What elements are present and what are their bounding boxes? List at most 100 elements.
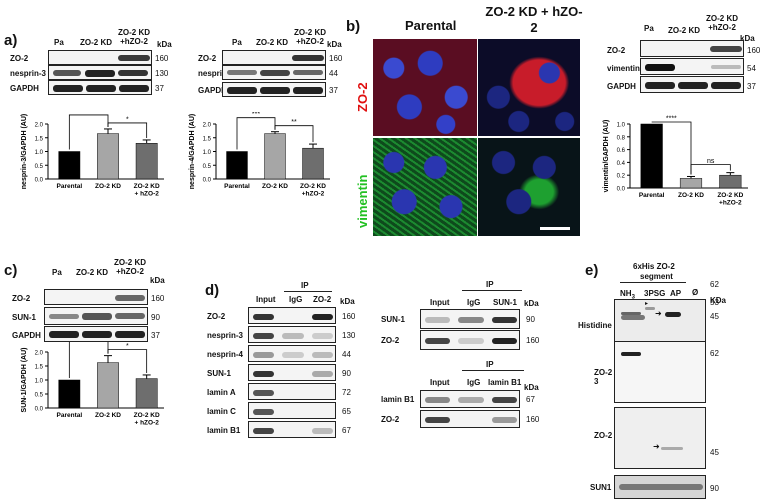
mw-label: 65 — [342, 407, 351, 416]
significance-bracket — [68, 114, 109, 150]
significance-label: * — [126, 116, 129, 123]
x-tick-label: ZO-2 KD — [262, 183, 288, 190]
lane-label: Pa — [52, 268, 62, 277]
lane-label: ZO-2 KD — [80, 38, 112, 47]
image-rescue-vimentin — [478, 138, 580, 236]
blot-strip — [44, 289, 148, 305]
mw-label: 130 — [342, 331, 356, 340]
mw-label: 160 — [151, 294, 165, 303]
mw-label: 67 — [526, 395, 535, 404]
x-tick-label: ZO-2 KD + hZO-2 — [134, 412, 160, 427]
x-tick-label: ZO-2 KD — [95, 412, 121, 419]
bar — [302, 147, 324, 180]
blot-strip — [44, 307, 148, 325]
mw-label: 160 — [155, 54, 169, 63]
scale-bar — [540, 227, 570, 230]
lane-label: Pa — [232, 38, 242, 47]
blot-strip — [420, 309, 520, 329]
image-parental-vimentin — [373, 138, 477, 236]
x-tick-label: Parental — [57, 412, 83, 419]
y-tick-label: 1.5 — [35, 136, 44, 142]
panel-label-e: e) — [585, 262, 599, 279]
kda-label: kDa — [327, 40, 342, 49]
bar — [135, 143, 158, 180]
significance-bracket — [236, 117, 276, 150]
row-label: vimentin — [607, 64, 640, 73]
row-title-vimentin: vimentin — [355, 174, 370, 228]
y-tick-label: 2.0 — [35, 123, 44, 129]
marker-label: 45 — [710, 312, 719, 321]
row-label: lamin C — [207, 407, 236, 416]
bar-chart-sun1: 0.0 0.5 1.0 1.5 2.0 SUN-1/GAPDH (AU) Parental Z… — [21, 338, 164, 427]
ip-line — [284, 291, 332, 292]
y-tick-label: 2.0 — [35, 351, 44, 357]
lane-label: Pa — [54, 38, 64, 47]
y-axis-label: nesprin-4/GAPDH (AU) — [189, 114, 196, 189]
row-label: ZO-2 NH — [594, 368, 626, 377]
significance-bracket — [107, 122, 148, 138]
arrowhead-icon: ▸ — [645, 301, 649, 307]
kda-label: kDa — [340, 297, 355, 306]
blot-strip — [222, 50, 326, 65]
blot-zo2-cterm: ➜ — [614, 407, 706, 469]
y-tick-label: 0.0 — [617, 187, 626, 193]
blot-strip — [640, 40, 744, 57]
row-label: lamin A — [207, 388, 236, 397]
panel-label-d: d) — [205, 282, 220, 299]
row-label: lamin B1 — [207, 426, 241, 435]
bar — [679, 178, 703, 189]
row-label: nesprin-4 — [207, 350, 244, 359]
arrow-icon: ➜ — [653, 442, 660, 451]
bar-chart-vimentin: 0.0 0.2 0.4 0.6 0.8 1.0 vimentin/GAPDH (AU) Par… — [603, 116, 748, 207]
x-tick-label: ZO-2 KD — [95, 183, 121, 190]
panel-label-b: b) — [346, 18, 361, 35]
lane-label: ZO-2 KD — [76, 268, 108, 277]
row-label: ZO-2 — [198, 54, 217, 63]
y-tick-label: 0.0 — [35, 407, 44, 413]
lane-label: IgG — [467, 298, 481, 307]
significance-bracket — [690, 164, 731, 175]
significance-bracket — [651, 121, 692, 175]
row-label: SUN-1 — [207, 369, 232, 378]
row-label: nesprin-4 — [198, 69, 235, 78]
mw-label: 90 — [151, 313, 160, 322]
lane-label: lamin B1 — [488, 378, 522, 387]
y-axis-label: SUN-1/GAPDH (AU) — [21, 348, 28, 413]
x-tick-label: Parental — [224, 183, 250, 190]
row-label: GAPDH — [198, 86, 227, 95]
blot-strip — [640, 76, 744, 93]
mw-label: 160 — [526, 336, 540, 345]
marker-label: 62 — [710, 280, 719, 289]
lane-label: ZO-2 — [313, 295, 332, 304]
row-label: GAPDH — [10, 84, 39, 93]
y-tick-label: 0.6 — [617, 148, 626, 154]
kda-label: kDa — [524, 383, 539, 392]
blot-strip — [48, 65, 152, 80]
marker-label: 45 — [710, 448, 719, 457]
kda-label: kDa — [524, 299, 539, 308]
y-tick-label: 1.0 — [617, 123, 626, 129]
y-tick-label: 0.0 — [35, 178, 44, 184]
kda-label: kDa — [150, 276, 165, 285]
ip-label: IP — [301, 281, 309, 290]
bar — [97, 133, 119, 180]
significance-label: ** — [86, 112, 92, 115]
lane-label: ZO-2 KD +hZO-2 — [294, 28, 326, 46]
segment-line — [620, 282, 686, 283]
row-label: ZO-2 — [207, 312, 226, 321]
image-rescue-zo2 — [478, 39, 580, 136]
row-label: GAPDH — [607, 82, 636, 91]
row-label: Histidine — [578, 321, 612, 330]
ip-label: IP — [486, 280, 494, 289]
mw-label: 37 — [747, 82, 756, 91]
row-label: GAPDH — [12, 331, 41, 340]
marker-label: 53 — [710, 298, 719, 307]
bar — [97, 362, 119, 409]
blot-strip — [222, 65, 326, 80]
y-tick-label: 1.0 — [35, 150, 44, 156]
significance-label: ns — [707, 158, 715, 165]
row-label: SUN-1 — [381, 315, 406, 324]
lane-label: 3PSG — [644, 289, 666, 298]
y-tick-label: 0.8 — [617, 135, 626, 141]
arrow-icon: ➜ — [655, 309, 662, 318]
